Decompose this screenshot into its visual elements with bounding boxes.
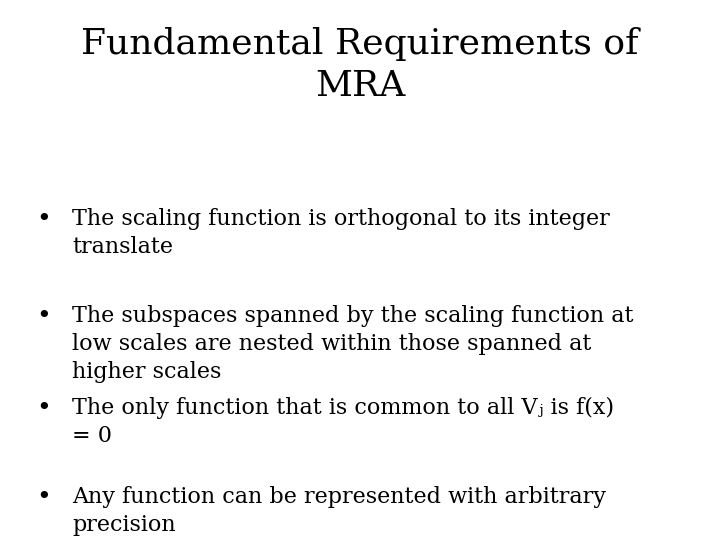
Text: •: • <box>36 208 50 231</box>
Text: Fundamental Requirements of
MRA: Fundamental Requirements of MRA <box>81 27 639 103</box>
Text: •: • <box>36 397 50 420</box>
Text: The scaling function is orthogonal to its integer
translate: The scaling function is orthogonal to it… <box>72 208 610 258</box>
Text: •: • <box>36 305 50 328</box>
Text: The only function that is common to all Vⱼ is f(x)
= 0: The only function that is common to all … <box>72 397 614 447</box>
Text: Any function can be represented with arbitrary
precision: Any function can be represented with arb… <box>72 486 606 536</box>
Text: The subspaces spanned by the scaling function at
low scales are nested within th: The subspaces spanned by the scaling fun… <box>72 305 634 383</box>
Text: •: • <box>36 486 50 509</box>
